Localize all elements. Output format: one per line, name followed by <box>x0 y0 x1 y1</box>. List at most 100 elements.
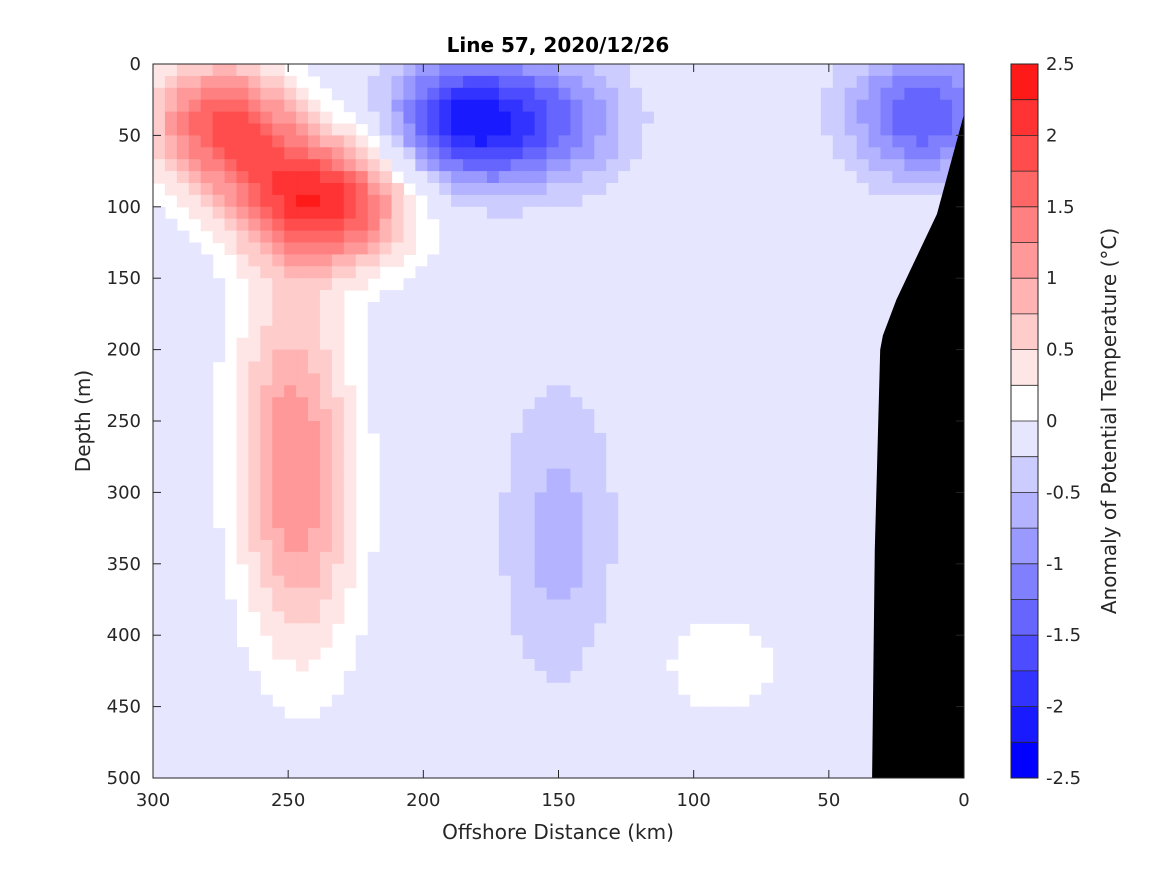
field-cell <box>618 99 631 113</box>
field-cell <box>486 147 500 160</box>
field-cell <box>200 611 214 624</box>
field-cell <box>797 421 810 434</box>
field-cell <box>618 444 631 458</box>
field-cell <box>475 599 488 612</box>
field-cell <box>546 563 560 577</box>
field-cell <box>594 111 607 125</box>
field-cell <box>594 456 607 470</box>
field-cell <box>534 659 548 672</box>
field-cell <box>427 456 440 470</box>
field-cell <box>463 313 476 327</box>
field-cell <box>641 230 655 244</box>
field-cell <box>713 385 727 398</box>
field-cell <box>653 706 667 720</box>
field-cell <box>653 183 667 196</box>
field-cell <box>319 528 333 541</box>
field-cell <box>475 623 488 636</box>
field-cell <box>558 432 572 446</box>
field-cell <box>355 659 369 672</box>
field-cell <box>164 682 178 696</box>
field-cell <box>176 325 190 339</box>
field-cell <box>308 313 321 327</box>
field-cell <box>319 242 333 255</box>
field-cell <box>475 325 488 339</box>
field-cell <box>319 147 333 160</box>
field-cell <box>510 575 524 589</box>
field-cell <box>641 540 655 553</box>
field-cell <box>570 147 583 160</box>
field-cell <box>785 444 798 458</box>
field-cell <box>510 254 524 267</box>
field-cell <box>761 183 774 196</box>
field-cell <box>713 373 727 386</box>
field-cell <box>498 159 512 172</box>
field-cell <box>164 111 178 125</box>
field-cell <box>665 611 679 624</box>
field-cell <box>153 349 166 363</box>
field-cell <box>856 611 870 624</box>
field-cell <box>653 432 667 446</box>
field-cell <box>570 540 583 553</box>
field-cell <box>427 551 440 565</box>
field-cell <box>284 421 297 434</box>
field-cell <box>582 242 595 255</box>
colorbar-segment <box>1011 528 1038 565</box>
field-cell <box>486 373 500 386</box>
field-cell <box>510 599 524 612</box>
field-cell <box>272 754 285 767</box>
field-cell <box>164 647 178 660</box>
field-cell <box>200 266 214 279</box>
field-cell <box>534 135 548 148</box>
field-cell <box>391 504 405 517</box>
field-cell <box>415 373 428 386</box>
field-cell <box>880 111 894 125</box>
field-cell <box>797 635 810 648</box>
field-cell <box>153 99 166 113</box>
field-cell <box>534 397 548 410</box>
y-tick-label: 0 <box>130 54 141 75</box>
field-cell <box>475 337 488 351</box>
field-cell <box>284 385 297 398</box>
field-cell <box>868 206 882 220</box>
field-cell <box>343 432 357 446</box>
field-cell <box>153 682 166 696</box>
field-cell <box>391 682 405 696</box>
field-cell <box>689 706 703 720</box>
field-cell <box>379 516 393 529</box>
field-cell <box>892 75 905 89</box>
field-cell <box>713 504 727 517</box>
field-cell <box>331 87 345 101</box>
field-cell <box>284 147 297 160</box>
field-cell <box>570 254 583 267</box>
field-cell <box>570 635 583 648</box>
field-cell <box>808 766 822 779</box>
field-cell <box>272 147 285 160</box>
field-cell <box>451 218 464 232</box>
field-cell <box>296 325 309 339</box>
field-cell <box>224 611 238 624</box>
field-cell <box>797 266 810 279</box>
field-cell <box>713 432 727 446</box>
field-cell <box>355 218 369 232</box>
field-cell <box>331 325 345 339</box>
field-cell <box>797 575 810 589</box>
field-cell <box>594 278 607 291</box>
field-cell <box>761 635 774 648</box>
field-cell <box>236 659 250 672</box>
field-cell <box>641 75 655 89</box>
colorbar-segment <box>1011 670 1038 708</box>
field-cell <box>176 587 190 601</box>
field-cell <box>153 718 166 731</box>
field-cell <box>808 278 822 291</box>
field-cell <box>224 682 238 696</box>
field-cell <box>713 730 727 743</box>
field-cell <box>582 504 595 517</box>
field-cell <box>510 587 524 601</box>
field-cell <box>808 647 822 660</box>
field-cell <box>308 492 321 505</box>
field-cell <box>296 456 309 470</box>
field-cell <box>808 385 822 398</box>
field-cell <box>498 242 512 255</box>
field-cell <box>188 385 202 398</box>
field-cell <box>701 575 715 589</box>
